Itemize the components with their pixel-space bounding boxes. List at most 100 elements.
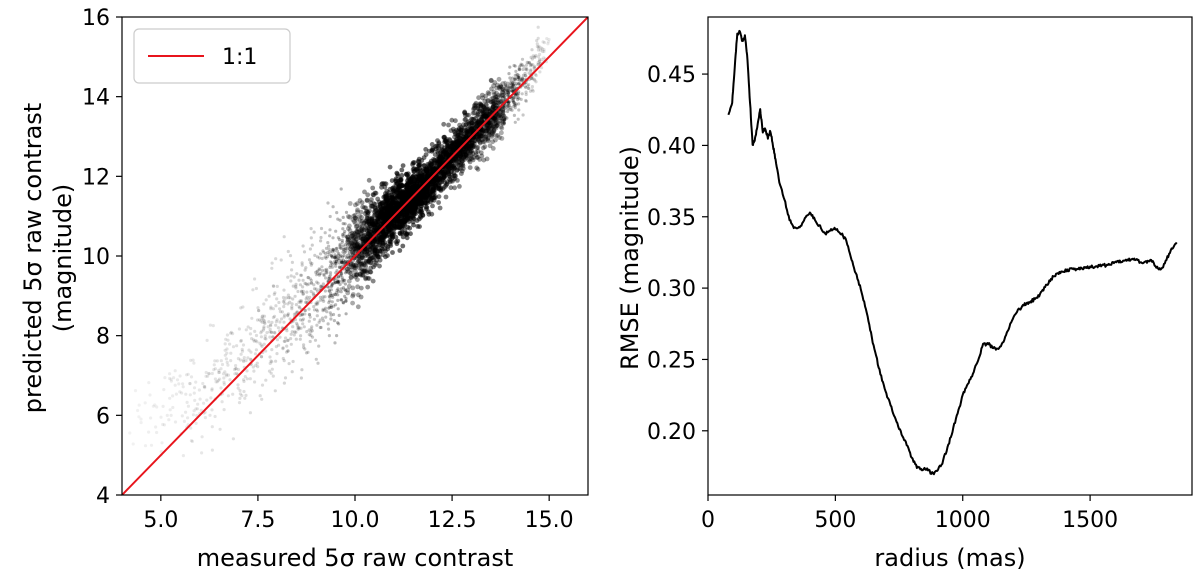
scatter-point [286, 349, 290, 353]
scatter-point [229, 359, 233, 363]
scatter-point [387, 164, 393, 170]
scatter-point [505, 93, 509, 97]
scatter-point [327, 289, 331, 293]
scatter-point [278, 335, 282, 339]
scatter-point [517, 78, 522, 82]
scatter-point [317, 344, 321, 348]
scatter-point [448, 146, 454, 152]
scatter-point [502, 121, 506, 125]
scatter-point [511, 99, 515, 103]
scatter-point [356, 229, 362, 235]
scatter-point [470, 151, 476, 156]
scatter-point [363, 227, 369, 232]
scatter-point [340, 260, 344, 264]
scatter-point [377, 212, 382, 218]
scatter-point [473, 152, 479, 158]
scatter-point [283, 302, 287, 306]
scatter-point [524, 92, 528, 97]
scatter-point [470, 140, 476, 146]
scatter-point [348, 240, 354, 246]
scatter-point [502, 88, 506, 93]
scatter-point [367, 256, 373, 262]
scatter-point [373, 247, 378, 253]
scatter-point [222, 376, 226, 380]
scatter-point [452, 165, 457, 171]
scatter-point [307, 282, 311, 286]
scatter-point [336, 236, 340, 240]
scatter-point [453, 155, 459, 161]
scatter-point [456, 160, 462, 165]
scatter-point [242, 356, 246, 360]
scatter-point [453, 145, 459, 150]
scatter-point [210, 408, 214, 412]
scatter-point [473, 100, 479, 106]
scatter-point [260, 315, 264, 319]
scatter-point [490, 104, 496, 110]
scatter-point [350, 293, 356, 299]
scatter-point [478, 103, 484, 109]
scatter-point [385, 244, 391, 250]
scatter-point [387, 239, 393, 245]
scatter-point [507, 101, 511, 105]
scatter-point [222, 380, 226, 384]
scatter-point [314, 273, 318, 277]
scatter-point [500, 92, 506, 98]
scatter-point [534, 73, 538, 78]
scatter-point [370, 228, 376, 234]
scatter-point [321, 282, 325, 286]
scatter-point [479, 102, 485, 108]
scatter-point [275, 338, 279, 342]
scatter-point [244, 393, 248, 397]
scatter-point [481, 103, 486, 109]
scatter-point [454, 138, 459, 143]
scatter-point [322, 273, 326, 277]
scatter-point [168, 396, 172, 400]
scatter-point [341, 247, 345, 252]
scatter-point [324, 306, 328, 310]
scatter-y-tick-label: 8 [96, 325, 110, 350]
scatter-point [296, 289, 300, 294]
scatter-point [356, 254, 362, 260]
scatter-point [328, 250, 332, 254]
scatter-point [350, 285, 356, 291]
scatter-point [451, 140, 457, 146]
scatter-point [301, 317, 306, 321]
scatter-point [521, 77, 525, 81]
scatter-point [476, 138, 482, 144]
scatter-point [465, 129, 471, 135]
scatter-point [486, 120, 492, 126]
scatter-point [324, 276, 328, 280]
scatter-point [536, 48, 541, 52]
scatter-point [481, 113, 487, 119]
scatter-point [489, 106, 495, 111]
scatter-point [464, 130, 469, 135]
scatter-point [498, 108, 504, 114]
scatter-point [472, 138, 477, 144]
scatter-point [474, 113, 480, 119]
scatter-point [315, 280, 319, 284]
scatter-point [447, 179, 453, 185]
scatter-point [369, 197, 374, 203]
scatter-point [468, 144, 474, 150]
scatter-point [458, 127, 464, 132]
scatter-point [483, 106, 489, 112]
rmse-x-tick-label: 1500 [1062, 508, 1118, 533]
scatter-point [217, 370, 221, 375]
scatter-point [450, 147, 456, 153]
scatter-point [506, 81, 510, 85]
scatter-point [261, 318, 266, 322]
scatter-x-tick-label: 15.0 [525, 508, 574, 533]
scatter-point [162, 423, 166, 427]
scatter-point [210, 371, 214, 376]
scatter-point [363, 209, 369, 215]
scatter-point [148, 393, 152, 397]
scatter-point [492, 115, 497, 121]
scatter-point [344, 299, 348, 303]
scatter-point [350, 292, 356, 297]
scatter-point [508, 76, 512, 80]
scatter-point [364, 259, 369, 264]
scatter-point [308, 315, 312, 319]
scatter-point [453, 156, 459, 162]
scatter-point [290, 260, 294, 264]
scatter-point [310, 281, 314, 285]
